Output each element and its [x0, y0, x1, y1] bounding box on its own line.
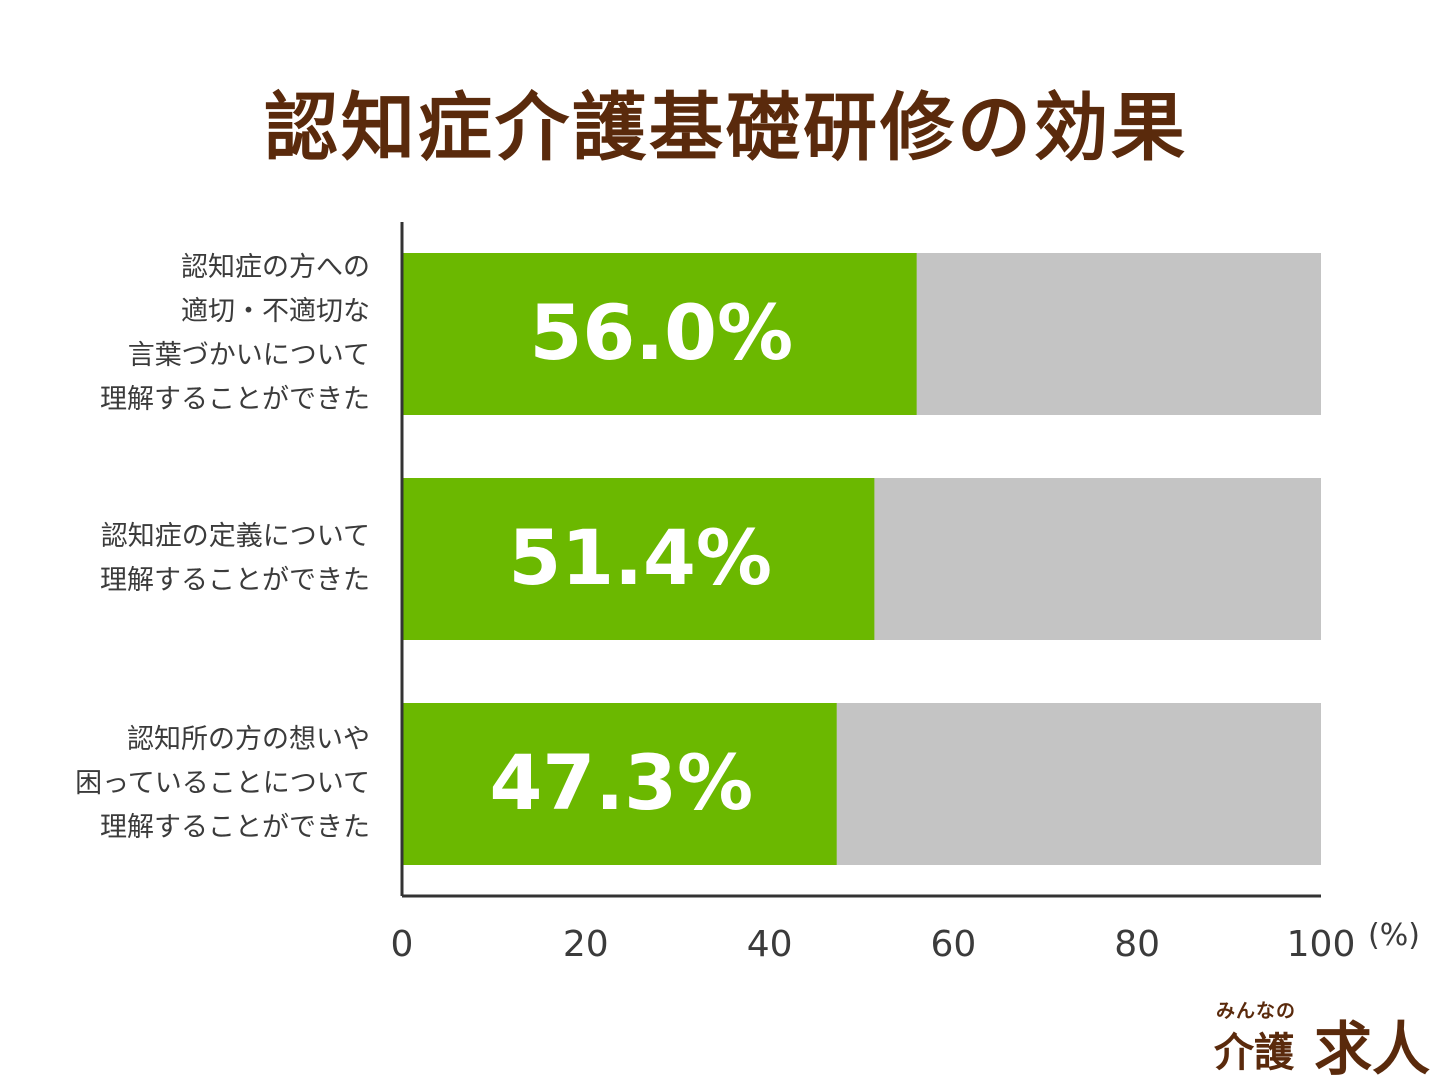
- category-label: 認知症の方への 適切・不適切な 言葉づかいについて 理解することができた: [100, 252, 370, 415]
- bar-value-label: 51.4%: [508, 513, 772, 602]
- bar: [402, 703, 837, 865]
- category-label: 認知症の定義について 理解することができた: [100, 521, 370, 596]
- x-tick-label: 20: [563, 924, 609, 965]
- logo-big-text-2: 求人: [1314, 1015, 1431, 1083]
- bar: [402, 253, 917, 415]
- x-tick-label: 100: [1287, 924, 1356, 965]
- bar-chart: 56.0% 51.4% 47.3% 0 20 40 60 80 100: [391, 222, 1356, 965]
- x-tick-label: 80: [1114, 924, 1160, 965]
- bar-value-label: 47.3%: [490, 738, 754, 827]
- x-axis-unit: (%): [1368, 918, 1420, 953]
- chart-title: 認知症介護基礎研修の効果: [264, 85, 1188, 171]
- bar-value-label: 56.0%: [529, 288, 793, 377]
- bar: [402, 478, 875, 640]
- x-tick-label: 40: [747, 924, 793, 965]
- x-tick-label: 0: [391, 924, 414, 965]
- logo: みんなの 介護 求人: [1210, 996, 1446, 1083]
- logo-big-text-1: 介護: [1214, 1030, 1294, 1076]
- logo-small-text: みんなの: [1216, 1000, 1297, 1022]
- category-label: 認知所の方の想いや 困っていることについて 理解することができた: [75, 724, 370, 843]
- x-tick-label: 60: [930, 924, 976, 965]
